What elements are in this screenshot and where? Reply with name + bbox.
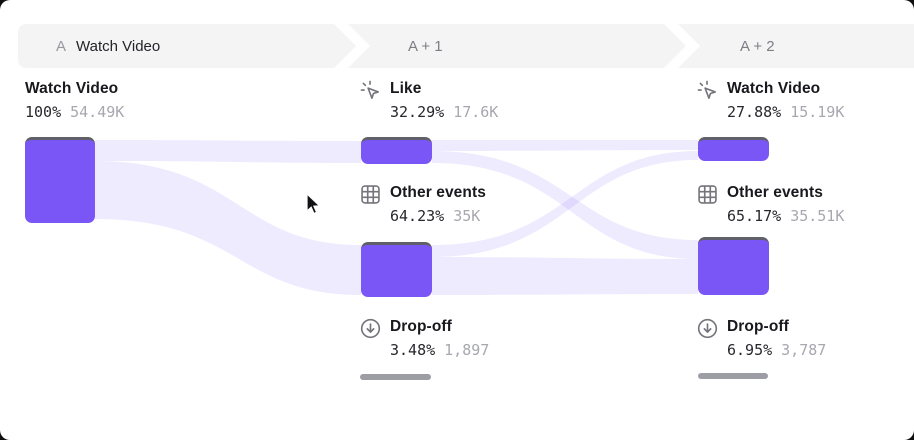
flow-ribbon-like-watchvideo[interactable] bbox=[432, 140, 698, 151]
node-label: Drop-off bbox=[727, 318, 789, 335]
node-percent: 100% bbox=[25, 103, 62, 121]
node-label: Other events bbox=[727, 184, 823, 201]
node-percent: 65.17% bbox=[727, 207, 782, 225]
node-stats: 64.23% 35K bbox=[390, 207, 486, 226]
breadcrumb-step-a-plus-2[interactable]: A + 2 bbox=[678, 24, 914, 68]
breadcrumb-step-label: A + 2 bbox=[740, 37, 775, 55]
breadcrumb-step-a-plus-1[interactable]: A + 1 bbox=[348, 24, 686, 68]
node-info-step1-like[interactable]: Like 32.29% 17.6K bbox=[359, 79, 498, 122]
node-stats: 100% 54.49K bbox=[25, 103, 124, 122]
breadcrumb-step-label: A + 1 bbox=[408, 37, 443, 55]
grid-icon bbox=[696, 183, 719, 206]
sankey-node-step1-other-events[interactable] bbox=[361, 242, 432, 297]
node-percent: 64.23% bbox=[390, 207, 445, 225]
node-stats: 27.88% 15.19K bbox=[727, 103, 844, 122]
node-info-step1-drop-off[interactable]: Drop-off 3.48% 1,897 bbox=[359, 317, 489, 360]
node-percent: 6.95% bbox=[727, 341, 773, 359]
node-label: Like bbox=[390, 80, 422, 97]
breadcrumb-step-prefix: A bbox=[56, 37, 67, 55]
node-stats: 3.48% 1,897 bbox=[390, 341, 489, 360]
breadcrumb-step-label: Watch Video bbox=[76, 37, 161, 55]
breadcrumb: A Watch Video A + 1 A + 2 bbox=[0, 24, 914, 68]
node-count: 3,787 bbox=[781, 341, 827, 359]
node-stats: 6.95% 3,787 bbox=[727, 341, 826, 360]
node-percent: 32.29% bbox=[390, 103, 445, 121]
grid-icon bbox=[359, 183, 382, 206]
sankey-node-step2-other-events[interactable] bbox=[698, 237, 769, 295]
node-count: 17.6K bbox=[453, 103, 499, 121]
click-icon bbox=[359, 79, 382, 102]
dropoff-bar-step1[interactable] bbox=[360, 374, 431, 380]
sankey-node-step1-like[interactable] bbox=[361, 137, 432, 164]
node-count: 1,897 bbox=[444, 341, 490, 359]
node-label: Other events bbox=[390, 184, 486, 201]
node-percent: 3.48% bbox=[390, 341, 436, 359]
node-info-step1-other-events[interactable]: Other events 64.23% 35K bbox=[359, 183, 486, 226]
node-info-step2-watch-video[interactable]: Watch Video 27.88% 15.19K bbox=[696, 79, 844, 122]
click-icon bbox=[696, 79, 719, 102]
dropoff-icon bbox=[696, 317, 719, 340]
dropoff-bar-step2[interactable] bbox=[698, 373, 768, 379]
node-count: 15.19K bbox=[790, 103, 845, 121]
node-info-step2-other-events[interactable]: Other events 65.17% 35.51K bbox=[696, 183, 844, 226]
flow-ribbon-otherevents-otherevents[interactable] bbox=[432, 257, 698, 295]
node-count: 35.51K bbox=[790, 207, 845, 225]
breadcrumb-step-watch-video[interactable]: A Watch Video bbox=[18, 24, 356, 68]
mouse-cursor bbox=[306, 192, 321, 215]
dropoff-icon bbox=[359, 317, 382, 340]
node-stats: 32.29% 17.6K bbox=[390, 103, 498, 122]
node-count: 35K bbox=[453, 207, 481, 225]
sankey-node-step0-watch-video[interactable] bbox=[25, 137, 95, 223]
flow-ribbon-otherevents-watchvideo[interactable] bbox=[432, 151, 698, 257]
node-info-step2-drop-off[interactable]: Drop-off 6.95% 3,787 bbox=[696, 317, 826, 360]
node-label: Watch Video bbox=[727, 80, 821, 97]
node-percent: 27.88% bbox=[727, 103, 782, 121]
node-label: Drop-off bbox=[390, 318, 452, 335]
flow-ribbon-watchvideo-like[interactable] bbox=[95, 140, 361, 163]
node-info-step0-watch-video[interactable]: Watch Video 100% 54.49K bbox=[25, 79, 124, 122]
flow-ribbon-like-otherevents[interactable] bbox=[432, 151, 698, 259]
node-count: 54.49K bbox=[70, 103, 125, 121]
flow-ribbon-watchvideo-otherevents[interactable] bbox=[95, 161, 361, 295]
sankey-node-step2-watch-video[interactable] bbox=[698, 137, 769, 161]
node-label: Watch Video bbox=[25, 80, 119, 97]
node-stats: 65.17% 35.51K bbox=[727, 207, 844, 226]
